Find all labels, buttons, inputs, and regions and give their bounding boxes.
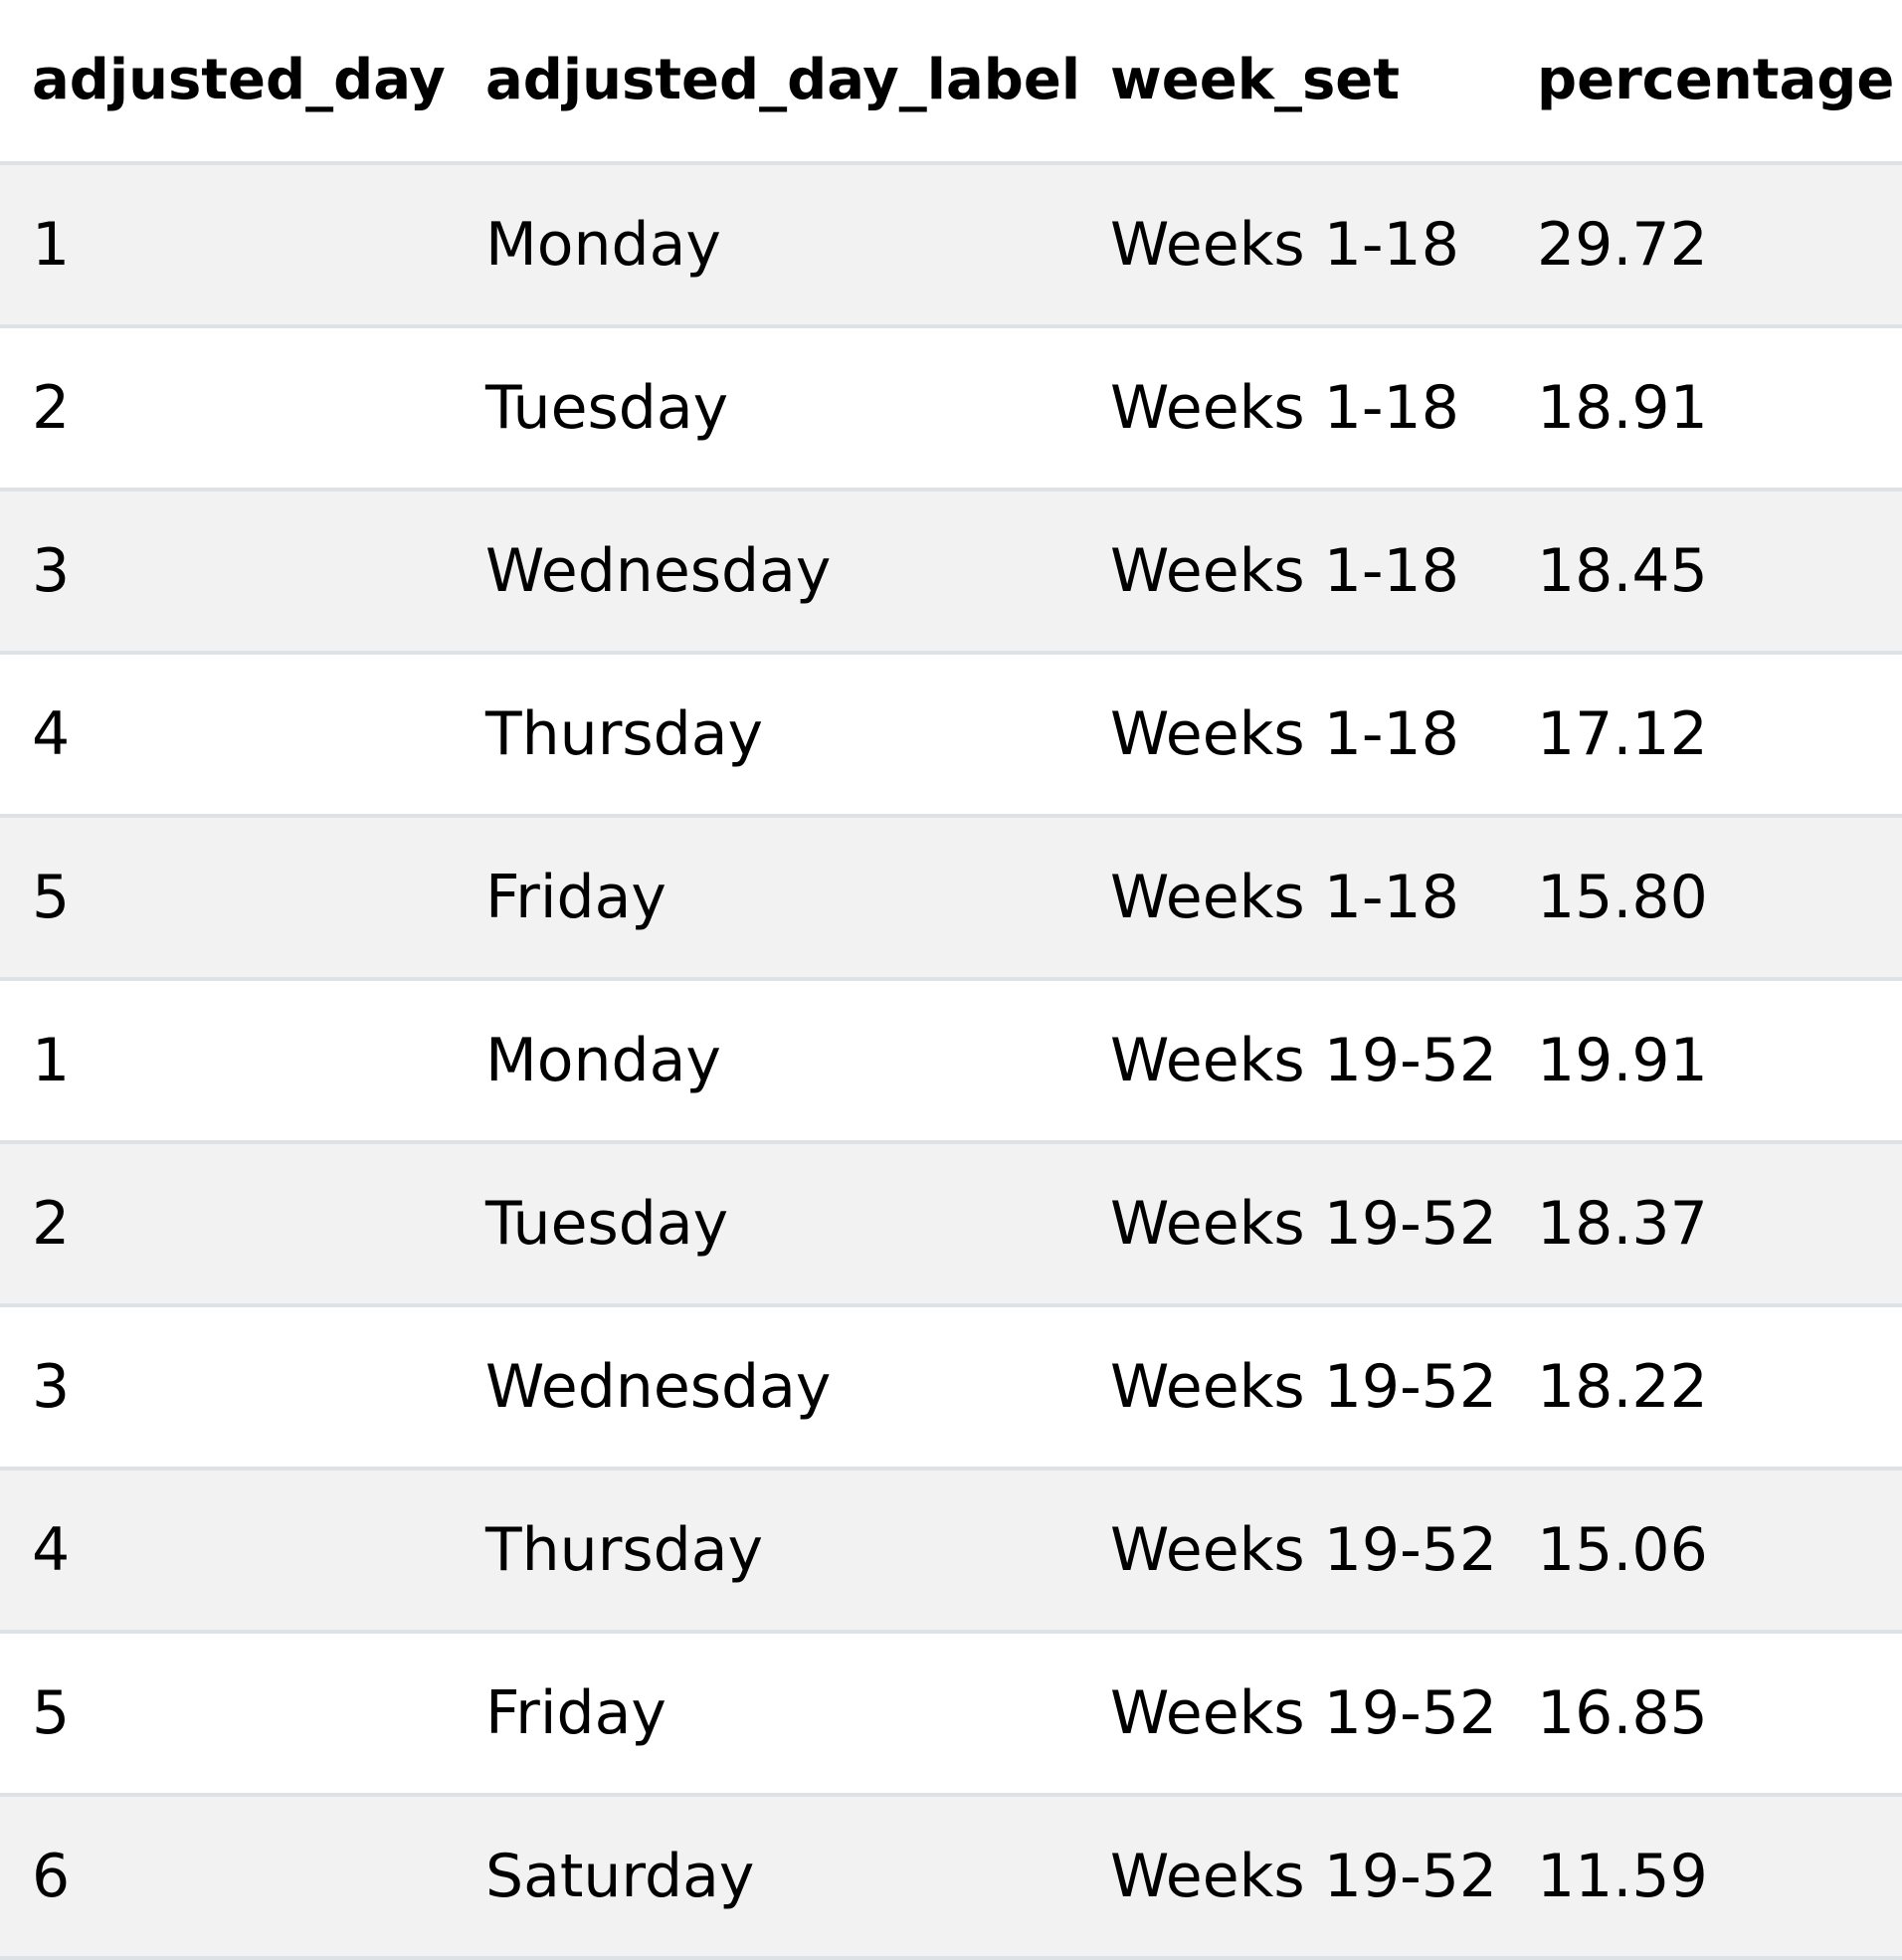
table-row: 5 Friday Weeks 19-52 16.85 (0, 1632, 1902, 1795)
cell-adjusted-day-label: Monday (454, 979, 1078, 1142)
cell-adjusted-day: 3 (0, 490, 454, 653)
cell-week-set: Weeks 1-18 (1078, 326, 1505, 490)
cell-week-set: Weeks 19-52 (1078, 1469, 1505, 1632)
cell-percentage: 18.22 (1505, 1305, 1902, 1469)
table-row: 2 Tuesday Weeks 19-52 18.37 (0, 1142, 1902, 1305)
cell-adjusted-day: 2 (0, 326, 454, 490)
cell-adjusted-day: 3 (0, 1305, 454, 1469)
cell-percentage: 29.72 (1505, 163, 1902, 326)
cell-percentage: 15.06 (1505, 1469, 1902, 1632)
cell-adjusted-day-label: Saturday (454, 1795, 1078, 1958)
table-row: 6 Saturday Weeks 19-52 11.59 (0, 1795, 1902, 1958)
cell-percentage: 15.80 (1505, 816, 1902, 979)
table-row: 3 Wednesday Weeks 19-52 18.22 (0, 1305, 1902, 1469)
cell-adjusted-day-label: Wednesday (454, 1305, 1078, 1469)
cell-adjusted-day-label: Thursday (454, 1469, 1078, 1632)
table-body: 1 Monday Weeks 1-18 29.72 2 Tuesday Week… (0, 163, 1902, 1958)
cell-week-set: Weeks 1-18 (1078, 653, 1505, 816)
header-row: adjusted_day adjusted_day_label week_set… (0, 0, 1902, 163)
cell-adjusted-day: 1 (0, 163, 454, 326)
table-row: 4 Thursday Weeks 19-52 15.06 (0, 1469, 1902, 1632)
cell-adjusted-day-label: Wednesday (454, 490, 1078, 653)
column-header-adjusted-day: adjusted_day (0, 0, 454, 163)
cell-adjusted-day: 4 (0, 1469, 454, 1632)
cell-percentage: 16.85 (1505, 1632, 1902, 1795)
cell-week-set: Weeks 19-52 (1078, 1305, 1505, 1469)
cell-percentage: 18.37 (1505, 1142, 1902, 1305)
cell-adjusted-day-label: Friday (454, 1632, 1078, 1795)
cell-adjusted-day: 4 (0, 653, 454, 816)
cell-adjusted-day-label: Thursday (454, 653, 1078, 816)
table-row: 3 Wednesday Weeks 1-18 18.45 (0, 490, 1902, 653)
cell-week-set: Weeks 1-18 (1078, 163, 1505, 326)
cell-percentage: 19.91 (1505, 979, 1902, 1142)
table-row: 5 Friday Weeks 1-18 15.80 (0, 816, 1902, 979)
cell-percentage: 18.91 (1505, 326, 1902, 490)
cell-adjusted-day: 2 (0, 1142, 454, 1305)
cell-adjusted-day-label: Friday (454, 816, 1078, 979)
column-header-week-set: week_set (1078, 0, 1505, 163)
cell-week-set: Weeks 19-52 (1078, 1142, 1505, 1305)
cell-week-set: Weeks 19-52 (1078, 979, 1505, 1142)
cell-percentage: 11.59 (1505, 1795, 1902, 1958)
column-header-percentage: percentage (1505, 0, 1902, 163)
cell-week-set: Weeks 1-18 (1078, 816, 1505, 979)
table-row: 1 Monday Weeks 1-18 29.72 (0, 163, 1902, 326)
table-row: 2 Tuesday Weeks 1-18 18.91 (0, 326, 1902, 490)
cell-week-set: Weeks 1-18 (1078, 490, 1505, 653)
cell-adjusted-day-label: Monday (454, 163, 1078, 326)
table-row: 1 Monday Weeks 19-52 19.91 (0, 979, 1902, 1142)
table-header: adjusted_day adjusted_day_label week_set… (0, 0, 1902, 163)
cell-week-set: Weeks 19-52 (1078, 1632, 1505, 1795)
cell-adjusted-day-label: Tuesday (454, 326, 1078, 490)
cell-adjusted-day-label: Tuesday (454, 1142, 1078, 1305)
table-row: 4 Thursday Weeks 1-18 17.12 (0, 653, 1902, 816)
cell-percentage: 17.12 (1505, 653, 1902, 816)
cell-adjusted-day: 5 (0, 1632, 454, 1795)
cell-adjusted-day: 1 (0, 979, 454, 1142)
column-header-adjusted-day-label: adjusted_day_label (454, 0, 1078, 163)
cell-adjusted-day: 5 (0, 816, 454, 979)
cell-adjusted-day: 6 (0, 1795, 454, 1958)
cell-percentage: 18.45 (1505, 490, 1902, 653)
cell-week-set: Weeks 19-52 (1078, 1795, 1505, 1958)
